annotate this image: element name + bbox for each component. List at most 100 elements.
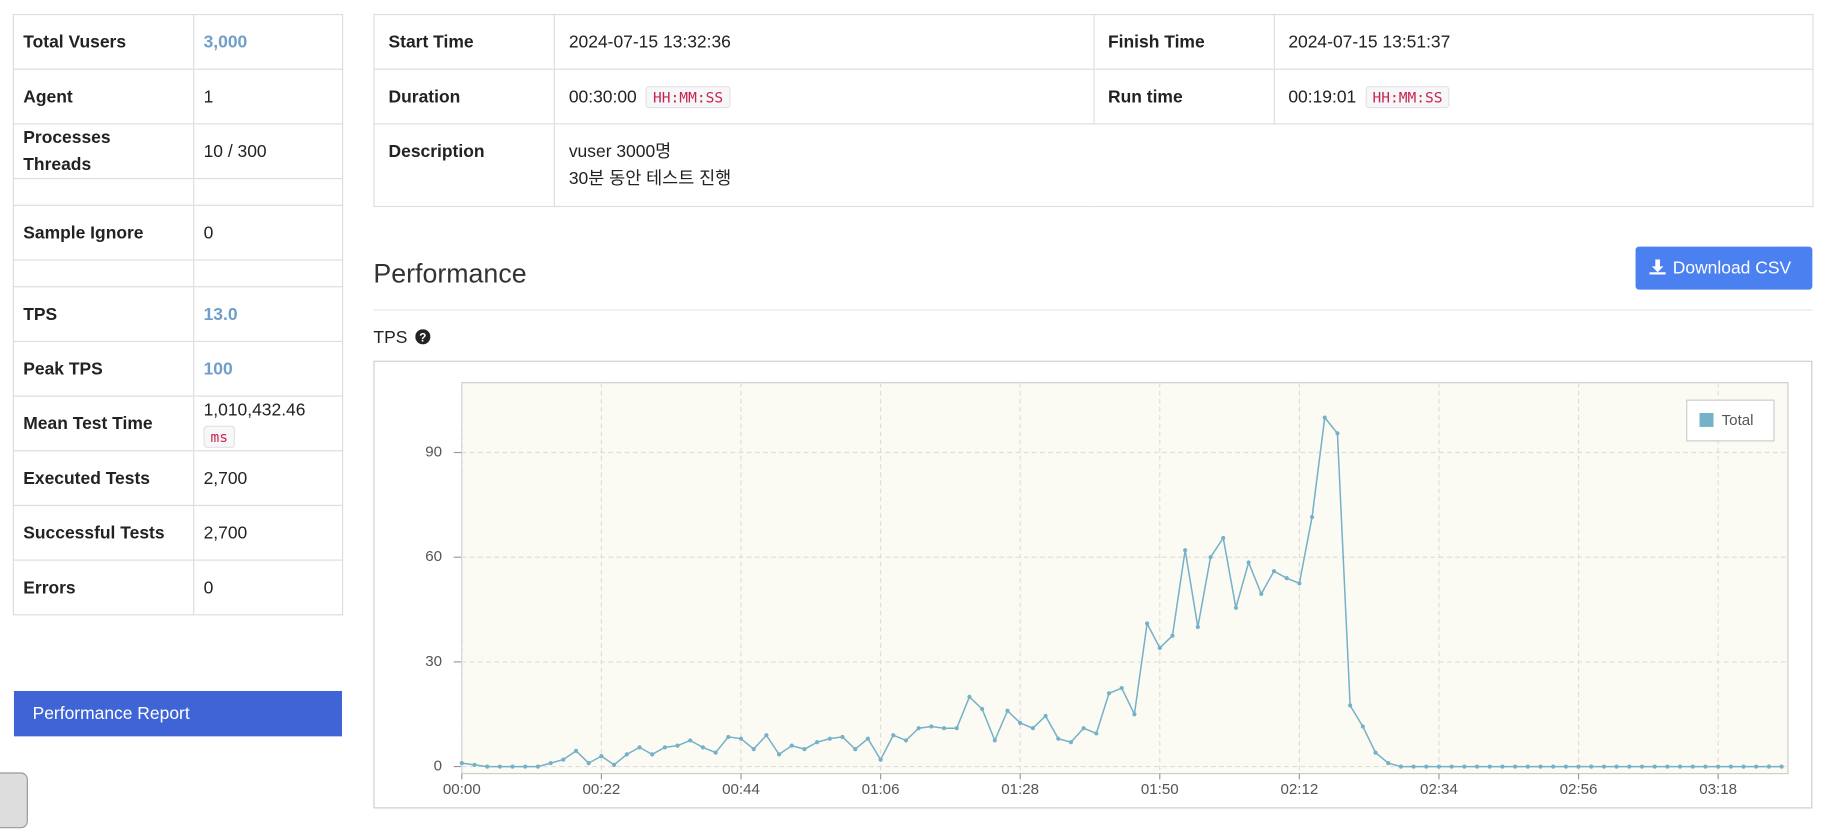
data-point — [1728, 764, 1733, 769]
data-point — [891, 733, 896, 738]
data-point — [726, 734, 731, 740]
summary-row: Agent 1 — [12, 68, 344, 125]
value-cell: vuser 3000명 30분 동안 테스트 진행 — [553, 123, 1814, 208]
label-cell: Executed Tests — [12, 450, 195, 507]
label-cell: Finish Time — [1092, 13, 1275, 70]
download-csv-button[interactable]: Download CSV — [1635, 246, 1813, 290]
label: Errors — [23, 577, 76, 598]
corner-widget[interactable] — [0, 772, 28, 829]
data-point — [561, 757, 566, 762]
value: 13.0 — [203, 304, 238, 324]
data-point — [599, 754, 604, 759]
data-point — [1309, 514, 1315, 520]
data-point — [675, 743, 680, 748]
data-point — [1386, 761, 1391, 766]
data-point — [650, 752, 655, 757]
data-point — [510, 764, 515, 769]
label-cell: TPS — [12, 286, 195, 342]
x-tick-label: 01:06 — [862, 781, 900, 798]
value: 1 — [203, 86, 214, 107]
cell — [193, 177, 344, 206]
cell — [12, 259, 195, 288]
data-point — [1373, 750, 1378, 755]
data-point — [738, 736, 744, 741]
data-point — [827, 736, 832, 741]
data-point — [1157, 645, 1162, 651]
legend-label: Total — [1722, 412, 1754, 429]
spacer-row — [12, 259, 344, 288]
value-cell: 100 — [193, 340, 344, 397]
data-point — [1563, 764, 1568, 769]
label-cell: Total Vusers — [12, 13, 195, 70]
data-point — [472, 762, 477, 767]
x-tick-label: 02:56 — [1560, 781, 1598, 798]
data-point — [459, 761, 464, 766]
value: 0 — [203, 577, 214, 598]
value: 1,010,432.46 — [203, 400, 306, 420]
data-point — [1551, 764, 1556, 769]
legend-swatch — [1699, 412, 1714, 427]
chart-heading: TPS ? — [373, 328, 431, 348]
data-point — [1601, 764, 1607, 769]
data-point — [1589, 764, 1594, 769]
performance-report-button[interactable]: Performance Report — [13, 690, 342, 737]
data-point — [1106, 691, 1112, 696]
help-icon[interactable]: ? — [415, 329, 431, 344]
summary-row: Total Vusers 3,000 — [12, 13, 344, 70]
data-point — [1576, 764, 1581, 769]
data-point — [1525, 764, 1530, 769]
data-point — [548, 761, 553, 766]
data-point — [840, 734, 845, 740]
data-point — [1690, 764, 1695, 769]
label: Peak TPS — [23, 358, 103, 379]
data-point — [1398, 764, 1403, 769]
x-tick-label: 01:28 — [1001, 781, 1039, 798]
data-point — [1271, 569, 1277, 574]
data-point — [992, 738, 997, 743]
data-point — [853, 747, 858, 752]
x-tick-label: 02:12 — [1280, 781, 1318, 798]
value: 10 / 300 — [203, 141, 267, 162]
data-point — [1449, 764, 1454, 769]
data-point — [700, 745, 706, 750]
data-point — [1068, 740, 1074, 745]
spacer-row — [12, 177, 344, 206]
label: Successful Tests — [23, 522, 165, 543]
legend-box — [1686, 399, 1775, 442]
format: HH:MM:SS — [1365, 85, 1450, 108]
y-tick-label: 90 — [425, 444, 442, 461]
data-point — [497, 764, 502, 769]
data-point — [1246, 560, 1251, 565]
data-point — [764, 733, 769, 738]
data-point — [1144, 621, 1150, 626]
data-point — [1183, 548, 1188, 553]
data-point — [802, 747, 807, 752]
data-point — [1779, 764, 1784, 769]
svg-text:?: ? — [420, 331, 427, 344]
data-point — [1081, 726, 1086, 731]
cell — [193, 259, 344, 288]
data-point — [1411, 764, 1416, 769]
value-cell: 00:19:01 HH:MM:SS — [1273, 68, 1814, 125]
data-point — [1170, 633, 1175, 638]
data-point — [1335, 431, 1340, 436]
plot-area — [461, 382, 1789, 775]
value-cell: 00:30:00 HH:MM:SS — [553, 68, 1095, 125]
value: 2,700 — [203, 522, 248, 543]
data-point — [1056, 736, 1061, 741]
data-point — [1195, 624, 1200, 630]
x-tick-label: 02:34 — [1420, 781, 1458, 798]
data-point — [535, 764, 541, 769]
data-point — [1297, 581, 1302, 586]
data-point — [1513, 764, 1518, 769]
data-point — [573, 748, 579, 753]
data-point — [1043, 713, 1048, 719]
summary-row: TPS 13.0 — [12, 286, 344, 342]
label: Total Vusers — [23, 31, 127, 52]
section-title: Performance — [373, 258, 527, 289]
x-tick-label: 00:22 — [583, 781, 621, 798]
data-point — [789, 743, 794, 748]
y-tick-label: 30 — [425, 653, 442, 670]
label-cell: Sample Ignore — [12, 204, 195, 261]
label-cell: Duration — [373, 68, 555, 125]
